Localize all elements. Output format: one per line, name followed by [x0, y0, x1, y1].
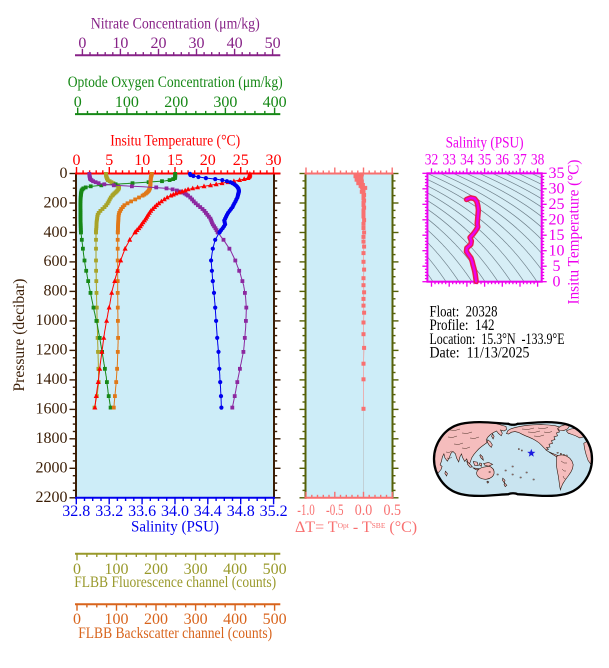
- svg-text:Pressure (decibar): Pressure (decibar): [11, 279, 28, 392]
- svg-text:33: 33: [442, 152, 456, 169]
- svg-text:100: 100: [105, 561, 129, 578]
- svg-text:0: 0: [553, 273, 561, 290]
- svg-text:50: 50: [265, 35, 281, 52]
- svg-text:25: 25: [549, 196, 565, 213]
- svg-text:15: 15: [549, 227, 565, 244]
- svg-text:Salinity (PSU): Salinity (PSU): [446, 135, 524, 152]
- svg-text:100: 100: [115, 94, 139, 111]
- svg-text:Date: 11/13/2025: Date: 11/13/2025: [430, 344, 530, 361]
- svg-text:400: 400: [263, 94, 287, 111]
- svg-text:800: 800: [44, 283, 68, 300]
- svg-text:30: 30: [266, 152, 282, 169]
- svg-text:2200: 2200: [36, 489, 68, 506]
- svg-text:Optode Oxygen Concentration (μ: Optode Oxygen Concentration (μm/kg): [68, 74, 283, 91]
- svg-text:0: 0: [73, 152, 81, 169]
- svg-text:ΔT= TOpt - TSBE (°C): ΔT= TOpt - TSBE (°C): [295, 519, 417, 536]
- svg-text:0: 0: [78, 35, 86, 52]
- svg-text:300: 300: [213, 94, 237, 111]
- svg-text:Nitrate Concentration (μm/kg): Nitrate Concentration (μm/kg): [91, 16, 260, 33]
- svg-text:1200: 1200: [36, 342, 68, 359]
- svg-text:FLBB Backscatter channel (coun: FLBB Backscatter channel (counts): [78, 625, 272, 642]
- svg-text:40: 40: [227, 35, 243, 52]
- svg-text:10: 10: [134, 152, 150, 169]
- svg-text:600: 600: [44, 253, 68, 270]
- svg-text:400: 400: [223, 611, 247, 628]
- svg-text:38: 38: [531, 152, 545, 169]
- svg-text:FLBB Fluorescence channel (cou: FLBB Fluorescence channel (counts): [74, 574, 276, 591]
- svg-text:5: 5: [553, 258, 561, 275]
- svg-text:Insitu Temperature (°C): Insitu Temperature (°C): [566, 160, 583, 305]
- svg-text:15: 15: [167, 152, 183, 169]
- svg-text:0: 0: [73, 611, 81, 628]
- svg-text:34: 34: [460, 152, 474, 169]
- svg-text:200: 200: [164, 94, 188, 111]
- svg-text:200: 200: [44, 194, 68, 211]
- svg-text:30: 30: [549, 180, 565, 197]
- svg-text:300: 300: [184, 611, 208, 628]
- svg-text:100: 100: [105, 611, 129, 628]
- svg-text:5: 5: [105, 152, 113, 169]
- svg-text:Salinity (PSU): Salinity (PSU): [131, 519, 219, 536]
- svg-text:33.6: 33.6: [128, 503, 156, 520]
- svg-text:500: 500: [263, 561, 287, 578]
- svg-text:1400: 1400: [36, 371, 68, 388]
- svg-text:200: 200: [144, 611, 168, 628]
- svg-text:300: 300: [184, 561, 208, 578]
- svg-text:33.2: 33.2: [95, 503, 123, 520]
- svg-text:32: 32: [425, 152, 439, 169]
- svg-text:35.2: 35.2: [260, 503, 288, 520]
- svg-text:35: 35: [478, 152, 492, 169]
- svg-text:0: 0: [60, 165, 68, 182]
- svg-text:34.4: 34.4: [194, 503, 222, 520]
- svg-text:Location: 15.3°N -133.9°E: Location: 15.3°N -133.9°E: [430, 331, 565, 348]
- svg-text:200: 200: [144, 561, 168, 578]
- svg-text:20: 20: [151, 35, 167, 52]
- svg-text:-1.0: -1.0: [297, 502, 315, 519]
- svg-text:34.8: 34.8: [227, 503, 255, 520]
- svg-text:10: 10: [549, 242, 565, 259]
- svg-text:400: 400: [223, 561, 247, 578]
- svg-text:35: 35: [549, 165, 565, 182]
- svg-text:2000: 2000: [36, 460, 68, 477]
- svg-text:0.0: 0.0: [355, 502, 373, 519]
- svg-text:0.5: 0.5: [383, 502, 401, 519]
- svg-text:0: 0: [73, 561, 81, 578]
- svg-text:37: 37: [513, 152, 527, 169]
- svg-text:36: 36: [496, 152, 510, 169]
- svg-text:34.0: 34.0: [161, 503, 189, 520]
- svg-text:-0.5: -0.5: [326, 502, 344, 519]
- svg-text:20: 20: [200, 152, 216, 169]
- svg-text:500: 500: [263, 611, 287, 628]
- svg-text:Profile: 142: Profile: 142: [430, 317, 495, 334]
- svg-text:20: 20: [549, 211, 565, 228]
- svg-text:10: 10: [112, 35, 128, 52]
- svg-text:30: 30: [189, 35, 205, 52]
- svg-text:25: 25: [233, 152, 249, 169]
- svg-text:Float: 20328: Float: 20328: [430, 304, 498, 321]
- svg-text:400: 400: [44, 224, 68, 241]
- svg-text:Insitu Temperature (°C): Insitu Temperature (°C): [110, 133, 240, 150]
- svg-text:1600: 1600: [36, 401, 68, 418]
- svg-text:0: 0: [74, 94, 82, 111]
- svg-text:1000: 1000: [36, 312, 68, 329]
- svg-text:32.8: 32.8: [62, 503, 90, 520]
- svg-text:1800: 1800: [36, 430, 68, 447]
